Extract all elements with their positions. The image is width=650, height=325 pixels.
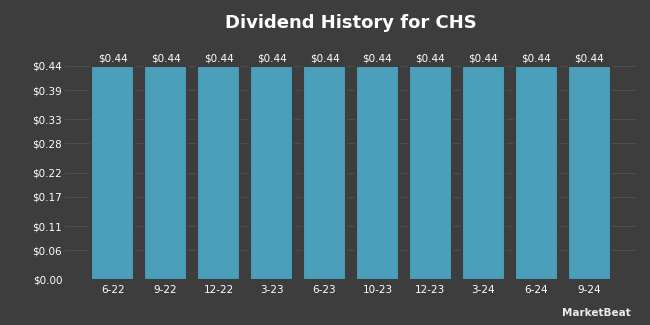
Text: $0.44: $0.44 xyxy=(363,54,393,64)
Text: $0.44: $0.44 xyxy=(575,54,604,64)
Text: $0.44: $0.44 xyxy=(257,54,287,64)
Bar xyxy=(144,66,187,280)
Bar xyxy=(250,66,293,280)
Title: Dividend History for CHS: Dividend History for CHS xyxy=(225,14,477,32)
Text: $0.44: $0.44 xyxy=(151,54,181,64)
Bar xyxy=(409,66,452,280)
Bar xyxy=(91,66,135,280)
Bar xyxy=(515,66,558,280)
Text: $0.44: $0.44 xyxy=(469,54,499,64)
Bar xyxy=(462,66,505,280)
Text: $0.44: $0.44 xyxy=(521,54,551,64)
Text: $0.44: $0.44 xyxy=(309,54,339,64)
Bar xyxy=(356,66,399,280)
Bar xyxy=(197,66,240,280)
Text: $0.44: $0.44 xyxy=(203,54,233,64)
Text: $0.44: $0.44 xyxy=(415,54,445,64)
Text: MarketBeat: MarketBeat xyxy=(562,308,630,318)
Bar xyxy=(567,66,611,280)
Text: $0.44: $0.44 xyxy=(98,54,127,64)
Bar xyxy=(303,66,346,280)
